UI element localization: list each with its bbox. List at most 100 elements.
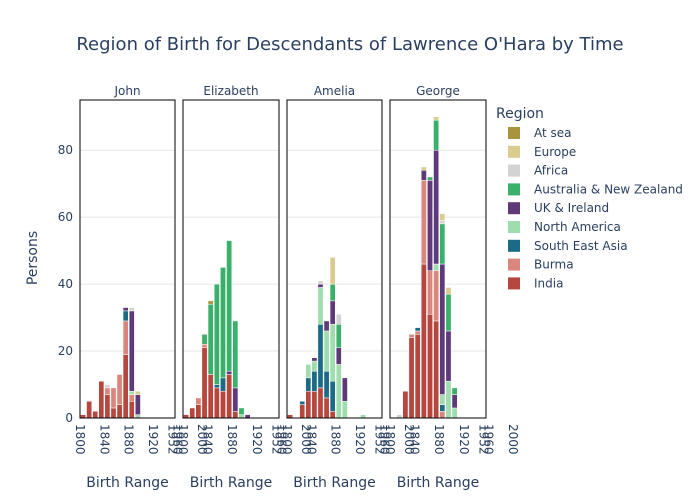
legend-swatch-north-america[interactable] xyxy=(508,221,520,233)
bar-elizabeth-1880-australia-new-zealand xyxy=(232,320,239,389)
x-tick-george-1: 1840 xyxy=(408,424,422,455)
x-tick-george-4: 1960 xyxy=(481,424,495,455)
bar-george-1870-india xyxy=(433,320,440,419)
y-axis-title: Persons xyxy=(25,231,41,285)
bar-elizabeth-1830-burma xyxy=(201,344,208,348)
bar-elizabeth-1810-india xyxy=(189,407,196,419)
bar-amelia-1860-south-east-asia xyxy=(323,370,330,399)
bar-george-1880-north-america xyxy=(439,394,446,405)
y-tick-0: 0 xyxy=(65,411,73,425)
bar-george-1860-australia-new-zealand xyxy=(427,176,433,181)
bar-george-1880-europe xyxy=(439,213,446,221)
x-tick-john-2: 1880 xyxy=(122,424,136,455)
bar-george-1870-europe xyxy=(433,116,440,121)
panel-title-amelia: Amelia xyxy=(314,84,355,98)
bar-amelia-1860-uk-ireland xyxy=(323,320,330,332)
legend-title: Region xyxy=(496,106,544,122)
bar-elizabeth-1840-at-sea xyxy=(207,300,214,305)
bar-john-1840-india xyxy=(104,394,111,419)
bar-amelia-1870-india xyxy=(329,411,336,419)
bar-elizabeth-1820-burma xyxy=(195,397,202,405)
bar-amelia-1880-uk-ireland xyxy=(335,347,342,365)
x-tick-george-0: 1800 xyxy=(383,424,397,455)
legend-swatch-uk-ireland[interactable] xyxy=(508,202,520,215)
bar-george-1860-burma xyxy=(427,270,433,315)
bar-john-1880-uk-ireland xyxy=(128,310,135,392)
legend-swatch-burma[interactable] xyxy=(508,258,520,271)
bar-john-1870-burma xyxy=(122,320,129,355)
bar-george-1870-north-america xyxy=(433,263,440,271)
bar-george-1850-europe xyxy=(420,166,427,171)
bar-john-1870-uk-ireland xyxy=(122,307,129,312)
legend-swatch-africa[interactable] xyxy=(508,164,520,177)
legend-swatch-south-east-asia[interactable] xyxy=(508,239,520,252)
y-tick-1: 20 xyxy=(58,344,73,358)
bar-elizabeth-1860-australia-new-zealand xyxy=(220,267,226,379)
bar-amelia-1800-india xyxy=(287,414,293,419)
bar-amelia-1830-south-east-asia xyxy=(305,377,312,392)
bar-amelia-1920-north-america xyxy=(360,414,366,419)
bar-john-1840-africa xyxy=(104,384,111,389)
bar-george-1870-burma xyxy=(433,270,440,322)
bar-amelia-1820-india xyxy=(299,404,306,419)
bars-layer xyxy=(80,116,458,419)
bar-george-1820-india xyxy=(402,390,409,419)
bar-george-1870-uk-ireland xyxy=(433,149,440,265)
x-tick-john-3: 1920 xyxy=(146,424,160,455)
y-tick-3: 60 xyxy=(58,210,73,224)
bar-george-1890-australia-new-zealand xyxy=(445,293,452,332)
bar-george-1880-burma xyxy=(439,411,446,419)
bar-elizabeth-1830-australia-new-zealand xyxy=(201,334,208,345)
bar-john-1840-burma xyxy=(104,387,111,395)
axes-layer: John 1800 1840 1880 1920 1960 2000 1952 Birth Ra… xyxy=(58,84,520,491)
bar-john-1890-uk-ireland xyxy=(134,394,141,415)
legend-swatch-india[interactable] xyxy=(508,277,520,290)
bar-george-1830-india xyxy=(408,337,415,419)
legend-label-north-america[interactable]: North America xyxy=(534,220,621,234)
bar-george-1870-australia-new-zealand xyxy=(433,119,440,151)
bar-elizabeth-1800-india xyxy=(183,414,189,419)
legend-label-india[interactable]: India xyxy=(534,276,563,290)
bar-amelia-1870-australia-new-zealand xyxy=(329,283,336,302)
bar-amelia-1880-africa xyxy=(335,313,342,325)
bar-elizabeth-1840-india xyxy=(207,374,214,419)
legend-label-at-sea[interactable]: At sea xyxy=(534,126,572,140)
bar-john-1880-india xyxy=(128,401,135,419)
panel-title-john: John xyxy=(113,84,140,98)
bar-john-1850-burma xyxy=(110,387,117,409)
bar-elizabeth-1860-india xyxy=(220,390,226,419)
bar-amelia-1850-africa xyxy=(317,280,324,285)
bar-amelia-1840-india xyxy=(311,390,318,419)
x-tick-amelia-2: 1880 xyxy=(329,424,343,455)
x-tick-george-5: 2000 xyxy=(506,424,520,455)
bar-elizabeth-1820-india xyxy=(195,404,202,419)
y-tick-4: 80 xyxy=(58,143,73,157)
y-tick-2: 40 xyxy=(58,277,73,291)
x-tick-john-5: 2000 xyxy=(195,424,209,455)
legend-label-burma[interactable]: Burma xyxy=(534,258,574,272)
panel-frame-amelia xyxy=(286,99,383,419)
bar-elizabeth-1900-uk-ireland xyxy=(244,414,251,419)
x-tick-john-1: 1840 xyxy=(97,424,111,455)
bar-george-1850-burma xyxy=(420,180,427,265)
panel-frame-elizabeth xyxy=(182,99,280,419)
x-tick-elizabeth-1: 1840 xyxy=(201,424,215,455)
legend-label-south-east-asia[interactable]: South East Asia xyxy=(534,239,628,253)
legend-label-africa[interactable]: Africa xyxy=(534,164,568,178)
panel-title-elizabeth: Elizabeth xyxy=(203,84,258,98)
bar-george-1840-india xyxy=(414,334,421,419)
bar-john-1800-india xyxy=(80,414,86,419)
bar-george-1900-north-america xyxy=(451,407,458,419)
legend-swatch-europe[interactable] xyxy=(508,145,520,158)
bar-george-1880-uk-ireland xyxy=(439,263,446,395)
x-tick-elizabeth-4: 1960 xyxy=(274,424,288,455)
x-tick-elizabeth-3: 1920 xyxy=(250,424,264,455)
legend-swatch-at-sea[interactable] xyxy=(508,127,520,139)
legend-label-europe[interactable]: Europe xyxy=(534,145,576,159)
legend-label-australia-new-zealand[interactable]: Australia & New Zealand xyxy=(534,182,683,196)
bar-elizabeth-1890-australia-new-zealand xyxy=(238,407,245,415)
x-axis-title-amelia: Birth Range xyxy=(293,475,375,491)
legend-label-uk-ireland[interactable]: UK & Ireland xyxy=(534,201,609,215)
bar-elizabeth-1880-india xyxy=(232,411,239,419)
legend-swatch-australia-new-zealand[interactable] xyxy=(508,183,520,196)
